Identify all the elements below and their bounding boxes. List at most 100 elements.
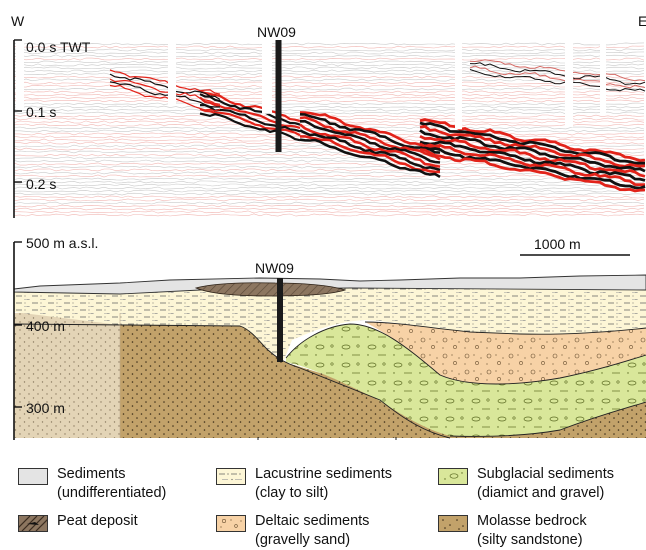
seismic-trace	[14, 63, 645, 67]
seismic-borehole-label: NW09	[257, 24, 296, 40]
legend-swatch-deltaic	[216, 515, 246, 532]
seismic-trace	[14, 153, 645, 157]
seismic-reflector	[109, 78, 221, 105]
legend-label-lacustrine: Lacustrine sediments	[255, 466, 393, 482]
seismic-reflector	[109, 81, 220, 108]
seismic-reflector	[469, 62, 646, 85]
bedrock-boundary-line	[13, 323, 451, 439]
seismic-trace	[14, 45, 645, 49]
legend-swatch-subglacial	[438, 468, 468, 485]
seismic-trace	[14, 105, 645, 109]
legend-sublabel-molasse: (silty sandstone)	[477, 532, 583, 548]
seismic-tick-label-2: 0.2 s	[26, 176, 56, 192]
seismic-reflector	[299, 116, 441, 161]
elevation-label-2: 300 m	[26, 400, 65, 416]
seismic-trace	[14, 111, 645, 115]
legend-sublabel-lacustrine: (clay to silt)	[255, 485, 329, 501]
seismic-trace	[14, 102, 645, 106]
seismic-reflector	[199, 93, 301, 126]
seismic-gap	[168, 40, 176, 106]
legend-item-subglacial: Subglacial sediments (diamict and gravel…	[438, 465, 614, 503]
seismic-trace	[14, 51, 645, 55]
section-borehole-marker	[277, 278, 283, 362]
seismic-reflector	[299, 113, 441, 154]
seismic-trace	[14, 87, 645, 91]
seismic-trace	[14, 213, 645, 217]
seismic-trace	[14, 99, 645, 103]
seismic-trace	[14, 93, 645, 97]
seismic-reflector	[109, 69, 221, 95]
legend-label-deltaic: Deltaic sediments	[255, 513, 370, 529]
seismic-trace	[14, 96, 645, 100]
west-label: W	[11, 13, 25, 29]
peat-deposit-pattern	[196, 282, 345, 296]
deltaic-pattern	[365, 322, 646, 384]
seismic-tick-label-0: 0.0 s TWT	[26, 39, 91, 55]
seismic-trace	[14, 75, 645, 79]
seismic-reflector	[199, 112, 301, 142]
legend-swatch-sediments	[18, 468, 48, 485]
molasse-bedrock-east-pattern	[440, 402, 646, 438]
seismic-borehole-marker	[275, 40, 282, 152]
elevation-label-0: 500 m a.s.l.	[26, 235, 98, 251]
seismic-reflector	[299, 138, 441, 179]
legend-item-molasse: Molasse bedrock (silty sandstone)	[438, 512, 587, 550]
seismic-trace	[14, 117, 645, 121]
seismic-reflector	[199, 107, 301, 137]
scale-bar-label: 1000 m	[534, 236, 581, 252]
seismic-reflector	[469, 59, 646, 82]
seismic-trace	[14, 168, 645, 172]
seismic-gap	[16, 40, 24, 110]
legend-item-sediments: Sediments (undifferentiated)	[18, 465, 166, 503]
legend-item-deltaic: Deltaic sediments (gravelly sand)	[216, 512, 369, 550]
legend-label-sediments: Sediments	[57, 466, 126, 482]
seismic-tick-label-1: 0.1 s	[26, 104, 56, 120]
lacustrine-pattern	[14, 288, 646, 360]
east-label: E	[638, 13, 646, 29]
seismic-gap	[565, 40, 573, 128]
seismic-reflector	[419, 134, 646, 178]
seismic-trace	[14, 183, 645, 187]
seismic-trace	[14, 42, 645, 46]
seismic-reflections	[14, 40, 646, 217]
seismic-reflector	[199, 90, 301, 123]
seismic-trace	[14, 210, 645, 214]
legend-label-molasse: Molasse bedrock	[477, 513, 587, 529]
legend: Sediments (undifferentiated) Lacustrine …	[0, 440, 646, 550]
seismic-trace	[14, 177, 645, 181]
seismic-trace	[14, 147, 645, 151]
seismic-trace	[14, 54, 644, 58]
geological-section: 500 m a.s.l. 400 m 300 m NW09 1000 m	[13, 235, 646, 440]
seismic-trace	[14, 186, 645, 190]
seismic-reflector	[109, 84, 221, 112]
seismic-reflector	[419, 146, 646, 190]
seismic-trace	[14, 174, 645, 178]
figure-canvas: W E NW09 0.0 s TWT 0.1 s 0.2 s	[11, 13, 646, 440]
seismic-reflector	[469, 69, 646, 92]
seismic-trace	[14, 57, 645, 61]
seismic-trace	[14, 189, 645, 193]
seismic-gap	[262, 40, 272, 114]
section-borehole-label: NW09	[255, 260, 294, 276]
legend-swatch-lacustrine	[216, 468, 246, 485]
seismic-trace	[14, 207, 645, 211]
legend-item-lacustrine: Lacustrine sediments (clay to silt)	[216, 465, 392, 503]
seismic-trace	[14, 198, 645, 202]
seismic-gap	[600, 40, 606, 114]
subglacial-top-line	[285, 323, 646, 385]
seismic-trace	[14, 66, 645, 70]
legend-item-peat: Peat deposit	[18, 512, 138, 532]
legend-swatch-peat	[18, 515, 48, 532]
seismic-trace	[14, 192, 645, 196]
seismic-trace	[14, 180, 645, 184]
seismic-trace	[14, 60, 645, 64]
seismic-reflector	[419, 140, 646, 182]
seismic-trace	[14, 108, 645, 112]
seismic-trace	[14, 195, 645, 199]
seismic-trace	[14, 201, 645, 205]
sediments-undifferentiated-layer	[13, 274, 646, 295]
deltaic-top-line	[364, 321, 646, 335]
seismic-trace	[14, 72, 645, 76]
seismic-reflector	[299, 111, 441, 149]
seismic-trace	[14, 204, 645, 208]
